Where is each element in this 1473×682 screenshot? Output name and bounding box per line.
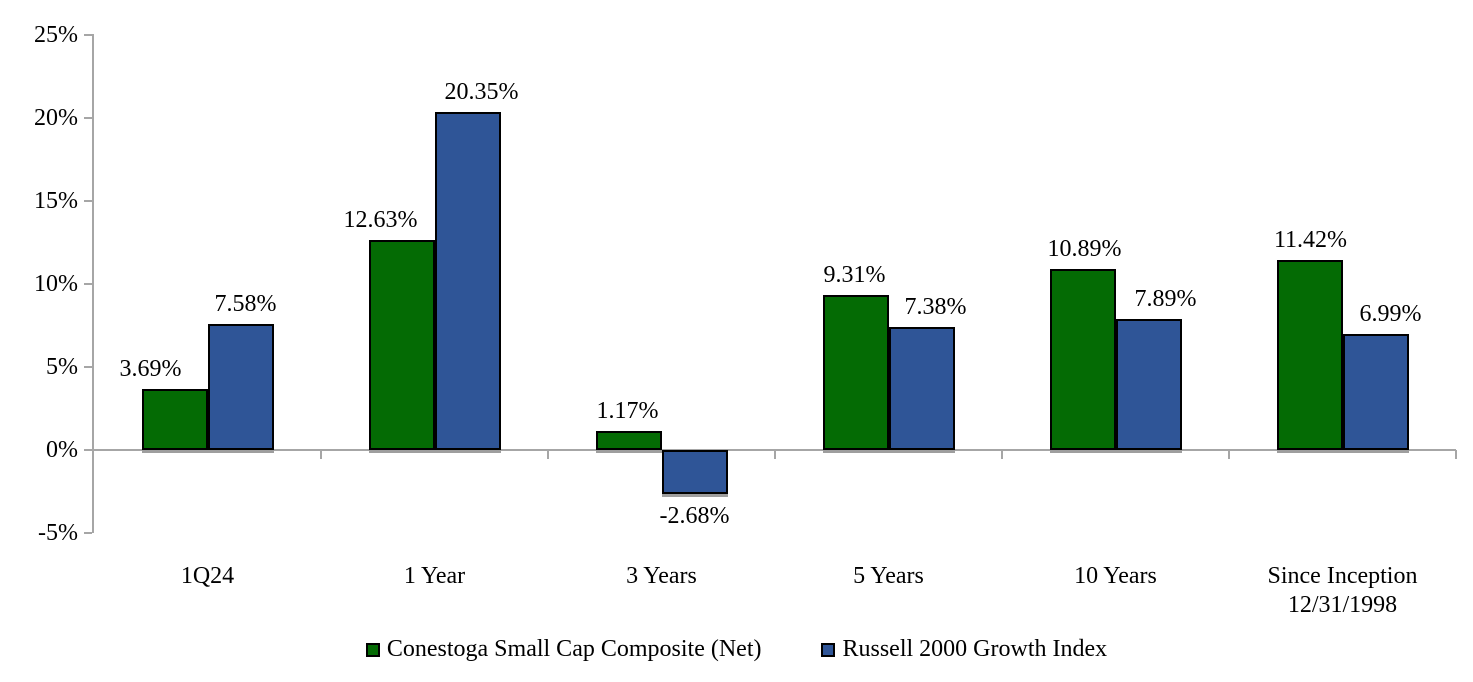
bar-value-label: 7.58%: [214, 291, 277, 318]
y-axis-line: [92, 34, 94, 533]
x-tick: [1228, 450, 1230, 459]
bar: [141, 388, 208, 450]
bar-value-label: 6.99%: [1359, 300, 1422, 327]
legend-item-composite: Conestoga Small Cap Composite (Net): [365, 636, 762, 663]
legend-swatch-blue: [821, 642, 836, 657]
bar: [1342, 333, 1409, 450]
category-label: 1 Year: [403, 563, 466, 589]
y-tick: [84, 449, 92, 451]
y-tick-label: 10%: [34, 271, 78, 297]
bar-value-label: 9.31%: [823, 262, 886, 289]
y-tick-label: 25%: [34, 22, 78, 48]
y-tick-label: -5%: [38, 520, 78, 546]
y-tick-label: 0%: [46, 437, 78, 463]
y-tick: [84, 532, 92, 534]
legend-label-composite: Conestoga Small Cap Composite (Net): [386, 636, 762, 662]
x-tick: [774, 450, 776, 459]
bar: [888, 327, 955, 450]
bar: [368, 240, 435, 450]
bar: [434, 112, 501, 450]
bar: [1115, 319, 1182, 450]
bar: [822, 295, 889, 450]
category-label: 3 Years: [626, 563, 697, 589]
y-tick: [84, 283, 92, 285]
y-tick-label: 20%: [34, 105, 78, 131]
bar-value-label: 7.38%: [904, 294, 967, 321]
y-tick: [84, 366, 92, 368]
bar: [661, 450, 728, 495]
category-label: 5 Years: [853, 563, 924, 589]
y-tick-label: 15%: [34, 188, 78, 214]
bar-value-label: 20.35%: [444, 79, 519, 106]
bar: [595, 430, 662, 450]
x-tick: [547, 450, 549, 459]
x-tick: [1001, 450, 1003, 459]
bar-value-label: 3.69%: [119, 355, 182, 382]
category-label: Since Inception 12/31/1998: [1267, 563, 1418, 618]
bar-value-label: 10.89%: [1047, 236, 1122, 263]
x-tick: [320, 450, 322, 459]
legend-label-russell: Russell 2000 Growth Index: [842, 636, 1108, 662]
legend-swatch-green: [365, 642, 380, 657]
bar-value-label: 7.89%: [1134, 286, 1197, 313]
chart-legend: Conestoga Small Cap Composite (Net) Russ…: [0, 636, 1473, 663]
bar-value-label: 11.42%: [1273, 227, 1348, 254]
y-tick: [84, 34, 92, 36]
bar-value-label: 12.63%: [343, 207, 418, 234]
category-label: 1Q24: [180, 563, 235, 589]
category-label: 10 Years: [1074, 563, 1157, 589]
y-tick-label: 5%: [46, 354, 78, 380]
y-tick: [84, 200, 92, 202]
x-tick: [1455, 450, 1457, 459]
y-tick: [84, 117, 92, 119]
bar: [1049, 269, 1116, 450]
bar-value-label: 1.17%: [596, 397, 659, 424]
bar: [207, 324, 274, 450]
legend-item-russell: Russell 2000 Growth Index: [821, 636, 1107, 663]
bar-value-label: -2.68%: [659, 503, 730, 530]
bar: [1276, 260, 1343, 450]
